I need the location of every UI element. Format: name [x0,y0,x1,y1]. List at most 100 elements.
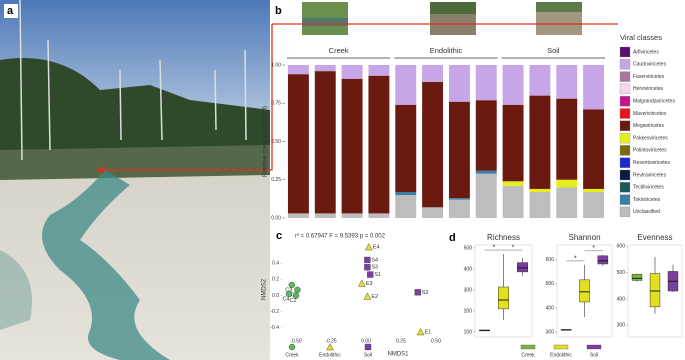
legend-swatch [619,71,631,82]
legend-swatch [619,83,631,95]
y-tick-label: 500 [617,270,626,276]
bar-segment [556,98,578,180]
bar-segment [448,198,470,200]
bar-segment [502,185,524,218]
photo-strip [302,2,582,35]
significance-label: * [574,255,577,262]
y-tick-label: 100 [464,329,473,335]
x-tick-label: 0.00 [361,338,371,344]
point-label: S1 [374,272,381,278]
y-tick-label: 300 [546,329,555,335]
group-label: Creek [329,46,349,55]
box [498,286,509,310]
y-tick-label: 200 [464,308,473,314]
y-tick-label: 0.2 [272,277,279,283]
legend-swatch [586,344,602,350]
point-label: E2 [371,294,378,300]
y-tick-label: 400 [464,266,473,272]
y-tick-label: 0.25 [271,177,281,183]
chart-title: Shannon [568,233,600,242]
bar-segment [395,195,417,218]
point [367,271,374,278]
panel-label: b [275,5,282,17]
bar-segment [287,65,309,75]
bar-segment [368,75,390,214]
bar-segment [583,65,605,110]
legend-label: Tokiviricetes [633,197,661,203]
point [416,328,425,336]
box [517,262,528,273]
legend-swatch [619,157,631,168]
legend-marker [364,343,372,351]
legend-label: Malgrandaviricetes [633,99,675,105]
bar-segment [314,65,336,72]
point [363,292,372,300]
panel-frame [556,244,613,338]
legend-swatch [553,344,569,350]
point [364,256,371,264]
box [597,255,609,265]
bar-segment [314,71,336,214]
bar-segment [341,78,363,214]
bar-segment [583,109,605,189]
y-tick-label: 0.0 [272,293,279,299]
bar-segment [448,199,470,218]
point [288,281,295,289]
legend-swatch [619,59,631,70]
bar-segment [341,213,363,218]
bar-segment [422,81,444,208]
bar-segment [583,188,605,192]
y-tick-label: 400 [546,305,555,311]
point [414,289,421,296]
x-tick-label: 0.50 [431,338,441,344]
legend-swatch [619,194,631,205]
point-label: S2 [422,290,429,296]
bar-segment [314,213,336,218]
point-label: E4 [373,244,380,250]
legend-swatch [619,182,631,193]
group-label: Soil [547,46,560,55]
y-tick-label: 300 [464,287,473,293]
y-tick-label: 600 [617,243,626,249]
bar-segment [448,101,470,199]
point-label: E1 [425,329,432,335]
bar-segment [583,191,605,218]
legend-label: Arfiviricetes [633,49,659,55]
bar-segment [287,74,309,214]
legend-label: Caudoviricetes [633,62,667,68]
y-tick-label: 400 [617,296,626,302]
bar-segment [395,65,417,105]
y-tick-label: 0.50 [271,139,281,145]
legend-marker [326,343,334,351]
bar-segment [475,173,497,218]
bar-segment [341,65,363,79]
legend-label: Resentoviricetes [633,160,670,166]
significance-label: * [512,244,515,251]
panel-label: d [449,232,456,244]
legend-marker [288,343,296,351]
panel-frame [627,244,683,338]
x-tick-label: 0.25 [396,338,406,344]
group-label: Endolithic [430,46,463,55]
point-label: S3 [371,265,378,271]
legend-swatch [619,108,631,119]
bar-segment [502,65,524,105]
chart-title: Richness [487,233,520,242]
bar-segment [422,65,444,82]
bar-segment [287,213,309,218]
significance-label: * [592,245,595,252]
chart-title: Evenness [637,233,672,242]
bar-segment [475,100,497,171]
y-tick-label: 300 [617,323,626,329]
legend-swatch [619,132,631,144]
bar-segment [529,191,551,218]
box [631,274,643,281]
legend-title: Viral classes [620,33,662,42]
bar-segment [395,104,417,192]
legend-label: Pokkesviricetes [633,135,668,141]
bar-segment [529,188,551,192]
legend-swatch [520,344,536,350]
legend-label: Endolithic [550,352,572,358]
